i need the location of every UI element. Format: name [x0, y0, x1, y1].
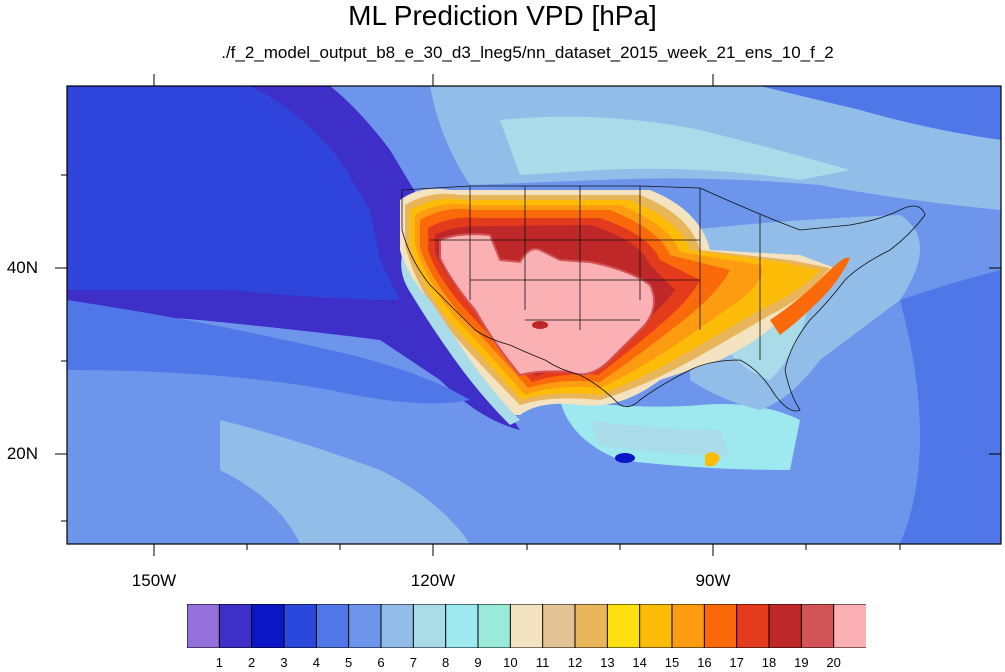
colorbar-swatch [542, 604, 577, 648]
state-lines-west [430, 186, 761, 360]
country-borders [401, 185, 926, 412]
colorbar-swatch [380, 604, 415, 648]
lon-label-120w: 120W [410, 571, 456, 590]
map-subtitle: ./f_2_model_output_b8_e_30_d3_lneg5/nn_d… [221, 43, 834, 62]
colorbar-label: 5 [345, 655, 353, 670]
axis-ticks [55, 74, 1001, 556]
colorbar [187, 604, 866, 648]
colorbar-swatch [283, 604, 318, 648]
colorbar-label: 11 [535, 655, 550, 670]
colorbar-swatch [187, 604, 221, 648]
colorbar-swatch [509, 604, 544, 648]
atlantic-east [900, 270, 1001, 544]
dry-core-edge [439, 233, 655, 377]
colorbar-swatch [477, 604, 512, 648]
colorbar-swatch [412, 604, 447, 648]
colorbar-swatch [218, 604, 253, 648]
plot-frame [66, 85, 1002, 545]
colorbar-swatch [671, 604, 706, 648]
deep-spot [615, 453, 635, 463]
colorbar-label: 6 [377, 655, 385, 670]
lat-label-20n: 20N [6, 444, 38, 463]
lat-label-40n: 40N [6, 258, 38, 277]
colorbar-label: 20 [826, 655, 841, 670]
canada-north-blue [760, 86, 1001, 140]
east-coast-strip [770, 257, 850, 335]
colorbar-swatch [800, 604, 835, 648]
colorbar-label: 17 [729, 655, 744, 670]
colorbar-swatch [574, 604, 609, 648]
colorbar-label: 10 [503, 655, 518, 670]
vpd-map [55, 74, 1002, 556]
colorbar-label: 3 [280, 655, 288, 670]
colorbar-swatch [768, 604, 803, 648]
tropical-light [220, 420, 470, 544]
colorbar-swatch [639, 604, 674, 648]
colorbar-label: 8 [442, 655, 450, 670]
colorbar-swatch [251, 604, 285, 648]
colorbar-label: 7 [409, 655, 417, 670]
colorbar-label: 16 [697, 655, 712, 670]
colorbar-label: 1 [215, 655, 223, 670]
colorbar-swatch [833, 604, 866, 648]
colorbar-swatch [736, 604, 770, 648]
vpd-field [67, 86, 1001, 544]
colorbar-label: 12 [567, 655, 583, 670]
colorbar-label: 2 [248, 655, 256, 670]
colorbar-swatch [703, 604, 738, 648]
colorbar-swatch [606, 604, 641, 648]
colorbar-label: 14 [632, 655, 647, 670]
canada-band [500, 116, 850, 180]
pacific-band-mid [67, 300, 470, 404]
west-coast-band [401, 255, 520, 425]
pacific-core [67, 86, 400, 300]
colorbar-swatch [315, 604, 350, 648]
dry-core [440, 234, 654, 375]
hawaii-cyan [705, 452, 720, 467]
colorbar-label: 18 [761, 655, 777, 670]
colorbar-swatch [445, 604, 480, 648]
colorbar-swatch [348, 604, 382, 648]
core-spot [532, 321, 548, 329]
colorbar-label: 13 [600, 655, 615, 670]
us-outline [401, 185, 926, 412]
colorbar-label: 15 [664, 655, 680, 670]
colorbar-label: 19 [794, 655, 809, 670]
gulf-aqua [590, 420, 730, 455]
map-title: ML Prediction VPD [hPa] [348, 0, 657, 31]
lon-label-150w: 150W [131, 571, 177, 590]
lon-label-90w: 90W [695, 571, 731, 590]
colorbar-label: 9 [474, 655, 482, 670]
colorbar-label: 4 [312, 655, 320, 670]
